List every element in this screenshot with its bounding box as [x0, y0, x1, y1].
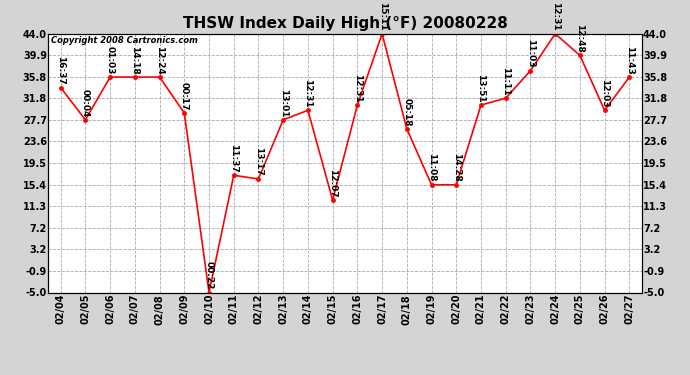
- Text: Copyright 2008 Cartronics.com: Copyright 2008 Cartronics.com: [51, 36, 198, 45]
- Text: 11:43: 11:43: [625, 45, 634, 74]
- Text: 13:17: 13:17: [254, 147, 263, 176]
- Text: 12:03: 12:03: [600, 79, 609, 108]
- Text: 12:31: 12:31: [551, 2, 560, 31]
- Text: 12:31: 12:31: [353, 74, 362, 102]
- Text: 11:37: 11:37: [229, 144, 238, 172]
- Text: 01:03: 01:03: [106, 46, 115, 74]
- Text: 12:07: 12:07: [328, 169, 337, 197]
- Text: 16:37: 16:37: [56, 56, 65, 85]
- Text: 12:24: 12:24: [155, 45, 164, 74]
- Text: 11:08: 11:08: [427, 153, 436, 182]
- Title: THSW Index Daily High (°F) 20080228: THSW Index Daily High (°F) 20080228: [183, 16, 507, 31]
- Text: 11:03: 11:03: [526, 39, 535, 68]
- Text: 15:11: 15:11: [377, 2, 386, 31]
- Text: 14:18: 14:18: [130, 45, 139, 74]
- Text: 12:31: 12:31: [304, 79, 313, 108]
- Text: 13:01: 13:01: [279, 88, 288, 117]
- Text: 00:17: 00:17: [180, 82, 189, 110]
- Text: 05:18: 05:18: [402, 98, 411, 126]
- Text: 12:48: 12:48: [575, 24, 584, 52]
- Text: 11:11: 11:11: [501, 67, 510, 95]
- Text: 00:22: 00:22: [204, 261, 213, 290]
- Text: 14:28: 14:28: [452, 153, 461, 182]
- Text: 13:51: 13:51: [477, 74, 486, 102]
- Text: 00:04: 00:04: [81, 88, 90, 117]
